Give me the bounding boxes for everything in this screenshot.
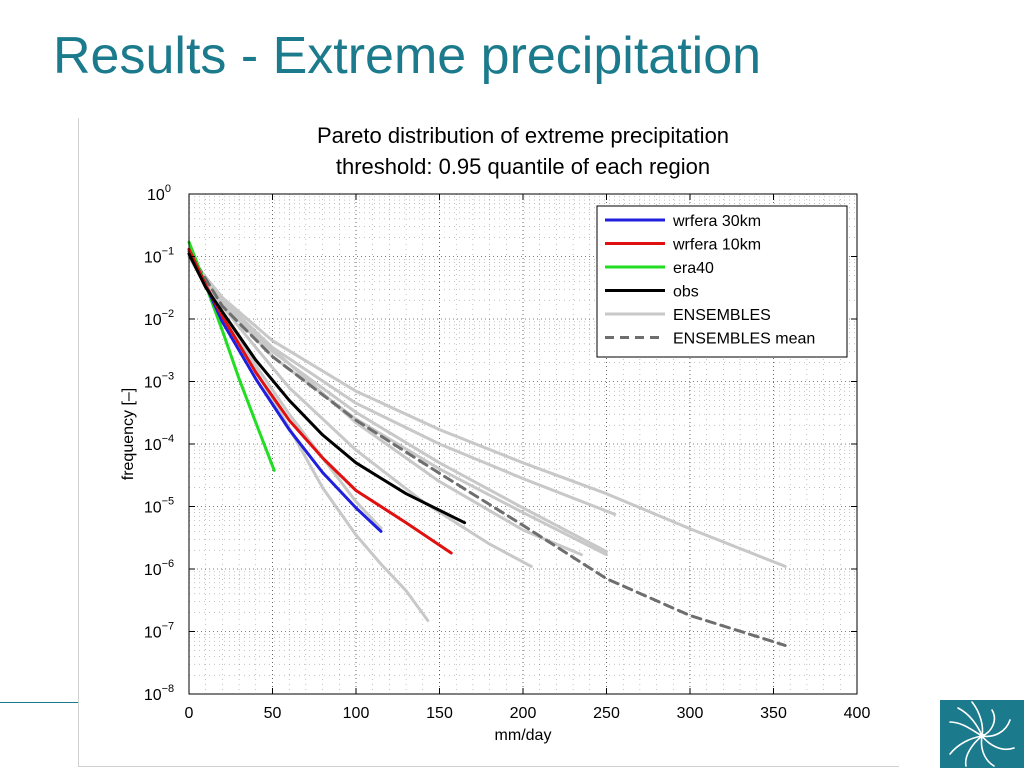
series-line-ensembles (187, 255, 533, 568)
x-tick-label: 0 (185, 705, 194, 722)
legend-label: ENSEMBLES mean (673, 331, 815, 348)
series-line-ensembles (187, 255, 608, 554)
y-tick-label: 10−7 (144, 621, 174, 642)
chart-svg: Pareto distribution of extreme precipita… (120, 123, 871, 744)
legend-label: ENSEMBLES (673, 307, 771, 324)
legend-label: era40 (673, 260, 714, 277)
x-tick-label: 100 (343, 705, 370, 722)
y-tick-label: 10−4 (144, 433, 174, 454)
legend-box (596, 205, 848, 358)
x-tick-label: 50 (264, 705, 282, 722)
x-tick-label: 350 (760, 705, 787, 722)
x-tick-label: 200 (510, 705, 537, 722)
y-tick-label: 10−6 (144, 558, 174, 579)
chart-title: Pareto distribution of extreme precipita… (317, 123, 729, 148)
legend-label: obs (673, 284, 699, 301)
axes-layer: 0 50 100 150 200 250 300 350 400 10−8 10−7 10−6 10−5… (144, 183, 871, 722)
x-tick-label: 250 (593, 705, 620, 722)
series-line-ensembles (187, 255, 617, 516)
series-line-wrfera-10km (187, 247, 453, 555)
legend-label: wrfera 10km (672, 237, 761, 254)
chart-figure: Pareto distribution of extreme precipita… (78, 118, 899, 767)
x-tick-label: 300 (677, 705, 704, 722)
series-line-ensembles (187, 255, 608, 557)
y-tick-label: 100 (147, 183, 171, 204)
chart-subtitle: threshold: 0.95 quantile of each region (336, 154, 710, 179)
legend-label: wrfera 30km (672, 213, 761, 230)
y-axis-label: frequency [–] (120, 388, 137, 481)
x-axis-label: mm/day (495, 727, 552, 744)
y-tick-label: 10−1 (144, 246, 174, 267)
series-layer (187, 240, 787, 647)
x-tick-label: 400 (844, 705, 871, 722)
series-line-ensembles (187, 255, 787, 568)
y-tick-label: 10−8 (144, 683, 174, 704)
y-tick-label: 10−5 (144, 496, 174, 517)
slide-title: Results - Extreme precipitation (53, 27, 762, 85)
series-line-ensembles-mean (187, 250, 787, 647)
footer-divider (0, 702, 78, 703)
y-tick-label: 10−2 (144, 308, 174, 329)
spiral-logo-icon (940, 700, 1024, 768)
x-tick-label: 150 (426, 705, 453, 722)
series-line-ensembles (187, 255, 583, 557)
y-tick-label: 10−3 (144, 371, 174, 392)
series-line-obs (187, 252, 467, 525)
chart-legend: wrfera 30km wrfera 10km era40 obs ENSEMBLES E… (596, 205, 848, 358)
